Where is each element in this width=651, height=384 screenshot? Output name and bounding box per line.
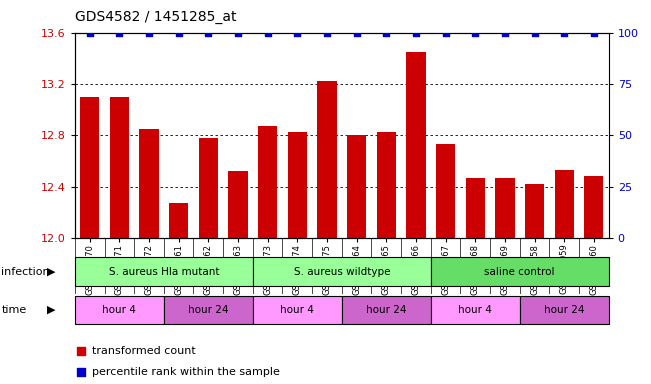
Text: hour 24: hour 24 [188,305,229,315]
Bar [139,129,159,238]
Text: transformed count: transformed count [92,346,196,356]
Bar [495,178,514,238]
Bar [342,296,431,324]
Text: hour 4: hour 4 [458,305,492,315]
Bar [75,257,253,286]
Text: ▶: ▶ [47,266,55,277]
Text: time: time [1,305,27,315]
Bar [199,138,218,238]
Bar [80,97,100,238]
Text: hour 24: hour 24 [544,305,585,315]
Point [76,348,86,354]
Bar [253,296,342,324]
Bar [555,170,574,238]
Bar [525,184,544,238]
Text: percentile rank within the sample: percentile rank within the sample [92,367,281,377]
Point [500,30,510,36]
Bar [253,257,431,286]
Bar [431,296,519,324]
Text: ▶: ▶ [47,305,55,315]
Bar [465,178,485,238]
Bar [258,126,277,238]
Bar [110,97,129,238]
Bar [169,204,188,238]
Text: S. aureus wildtype: S. aureus wildtype [294,266,390,277]
Point [411,30,421,36]
Point [262,30,273,36]
Bar [377,131,396,238]
Bar [229,171,247,238]
Point [352,30,362,36]
Text: hour 24: hour 24 [366,305,406,315]
Text: hour 4: hour 4 [281,305,314,315]
Point [76,369,86,376]
Point [589,30,599,36]
Bar [584,177,603,238]
Point [322,30,332,36]
Point [114,30,124,36]
Point [85,30,95,36]
Text: saline control: saline control [484,266,555,277]
Point [440,30,450,36]
Bar [347,136,367,238]
Bar [406,52,426,238]
Point [529,30,540,36]
Bar [519,296,609,324]
Point [144,30,154,36]
Bar [436,144,455,238]
Bar [164,296,253,324]
Bar [317,81,337,238]
Text: hour 4: hour 4 [102,305,136,315]
Point [292,30,303,36]
Bar [75,296,164,324]
Text: S. aureus Hla mutant: S. aureus Hla mutant [109,266,219,277]
Point [470,30,480,36]
Point [203,30,214,36]
Point [233,30,243,36]
Point [381,30,391,36]
Bar [431,257,609,286]
Bar [288,131,307,238]
Point [173,30,184,36]
Text: GDS4582 / 1451285_at: GDS4582 / 1451285_at [75,10,236,23]
Text: infection: infection [1,266,50,277]
Point [559,30,570,36]
